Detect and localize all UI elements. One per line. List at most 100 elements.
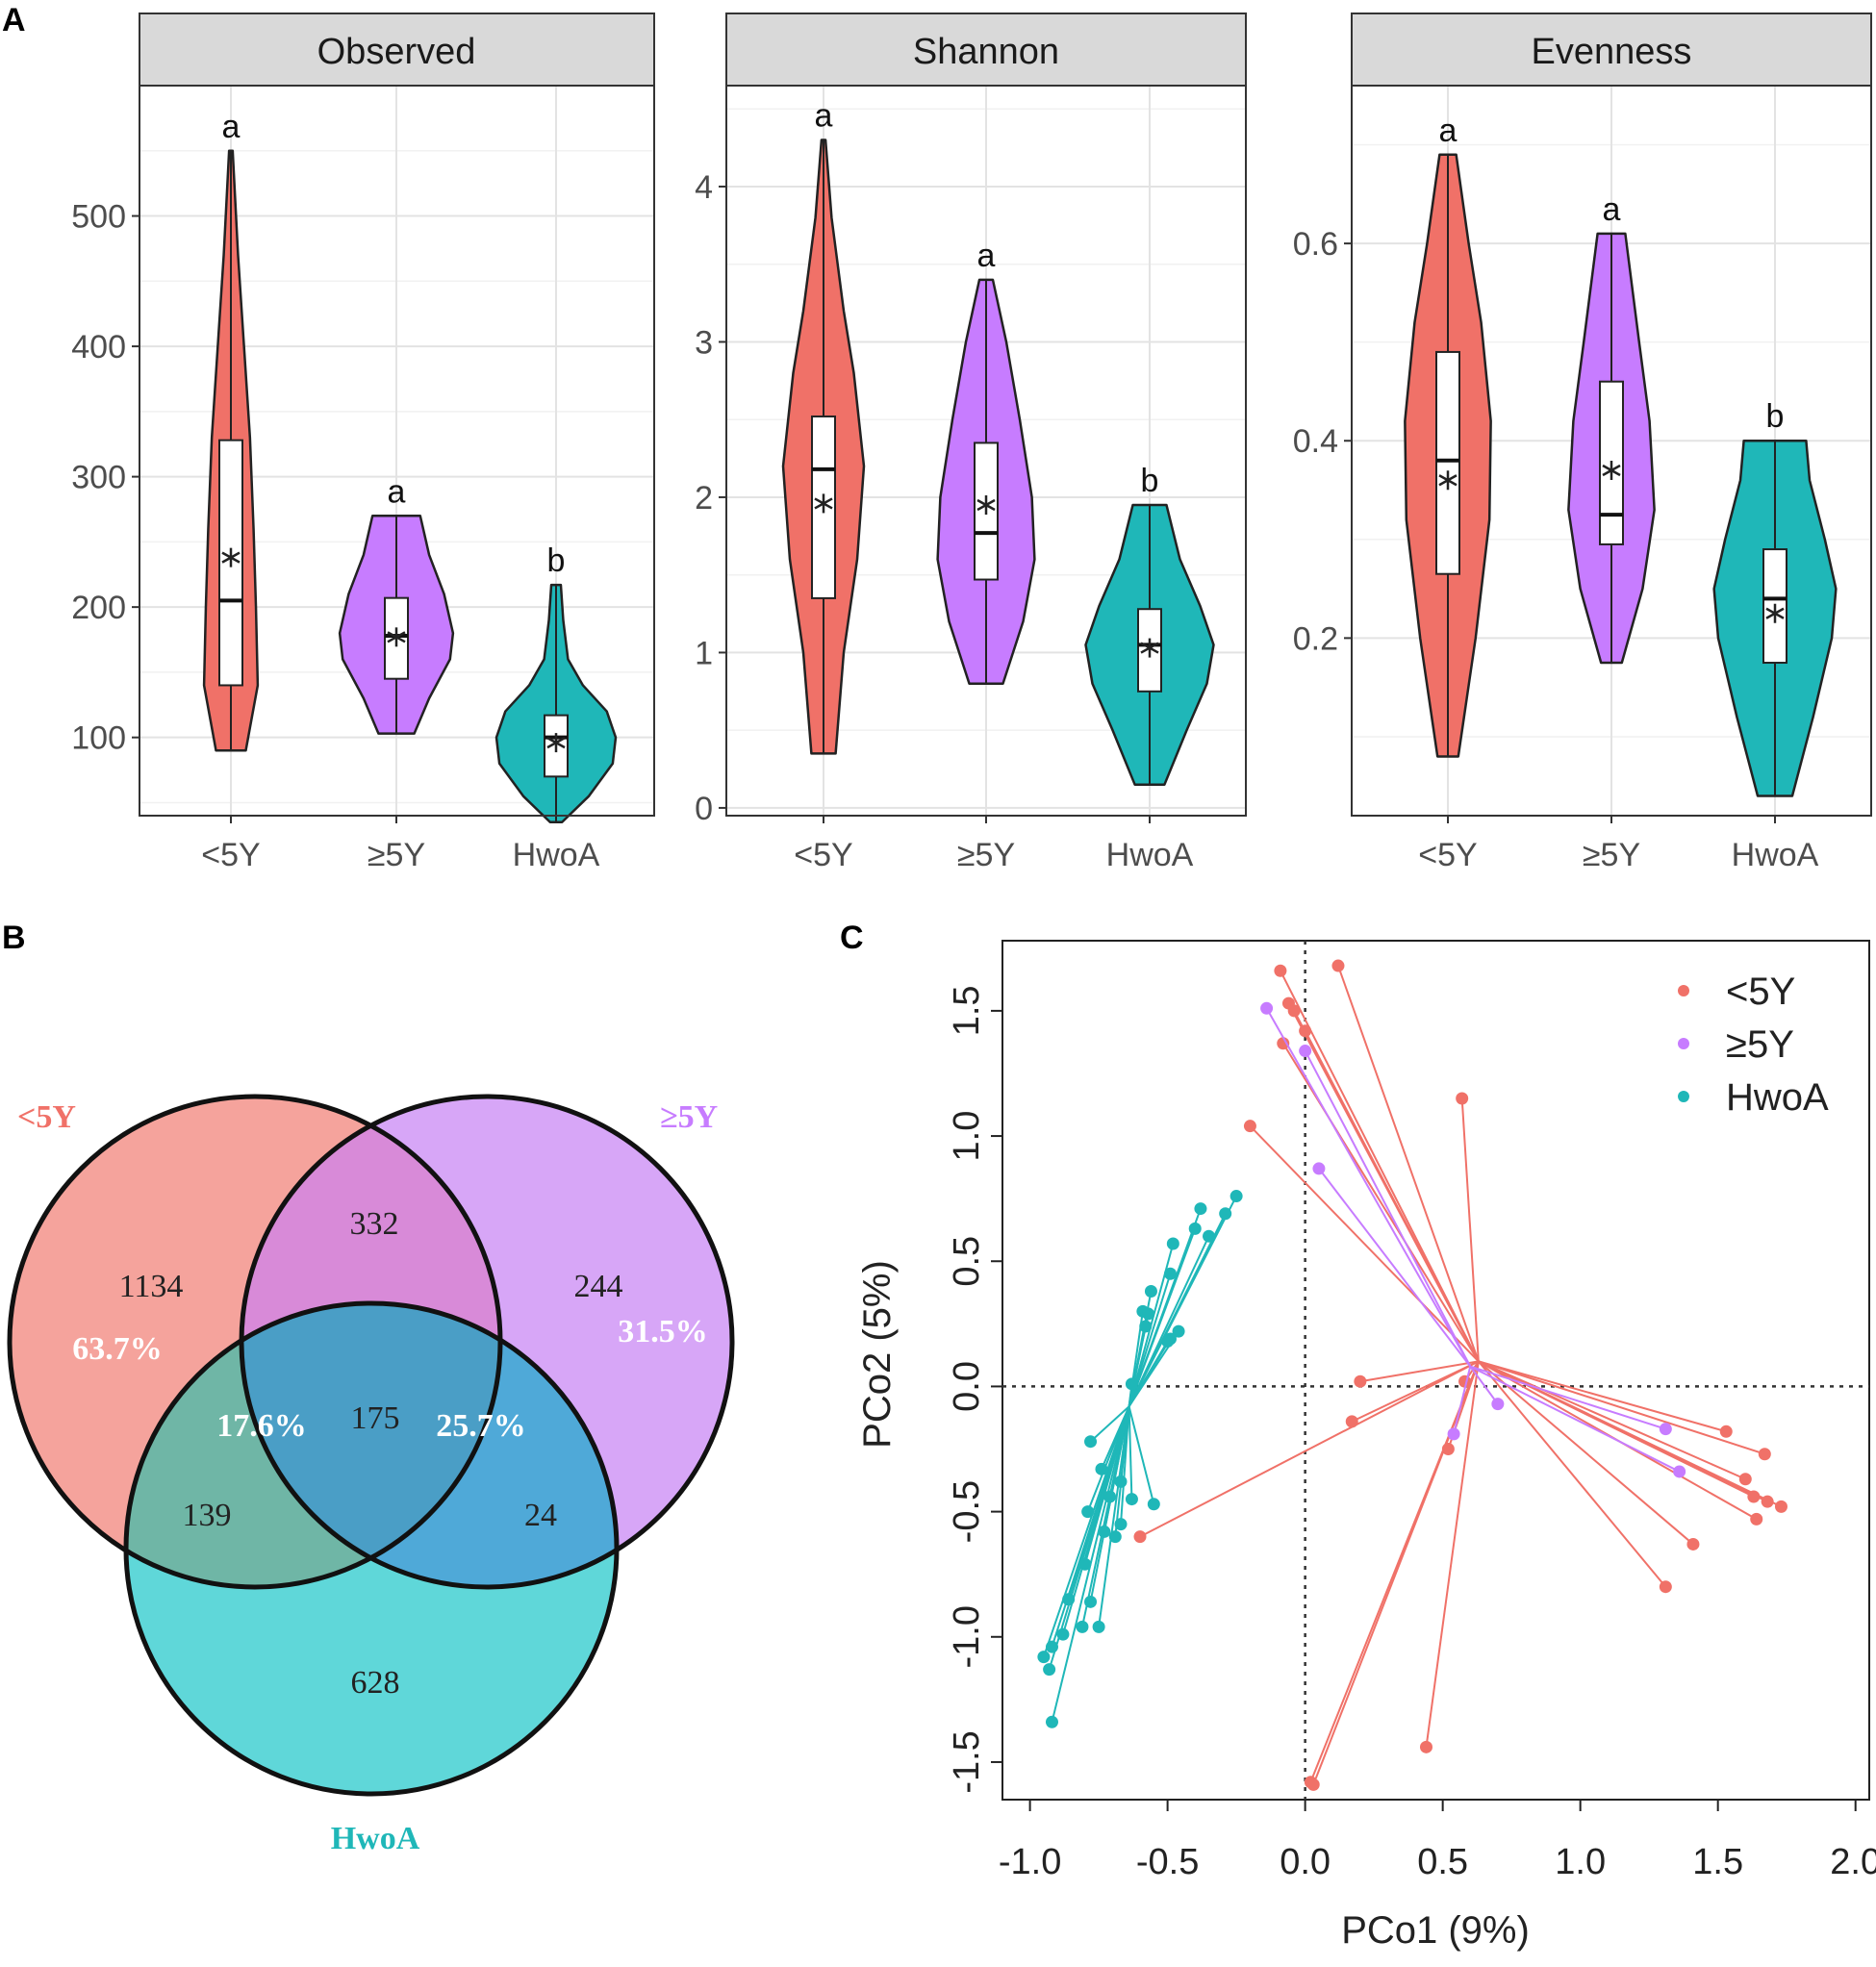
significance-letter: a bbox=[222, 109, 241, 145]
data-point bbox=[1037, 1651, 1051, 1664]
spider-segment bbox=[1469, 1366, 1499, 1405]
spider-segment bbox=[1304, 1030, 1480, 1362]
venn-count-ge5y-only: 244 bbox=[574, 1269, 623, 1304]
spider-segment bbox=[1128, 1228, 1197, 1407]
significance-letter: a bbox=[977, 238, 996, 274]
x-tick-label: HwoA bbox=[1732, 837, 1819, 873]
data-point bbox=[1188, 1222, 1202, 1235]
data-point bbox=[1045, 1715, 1058, 1728]
data-point bbox=[1774, 1500, 1787, 1513]
facet-title: Observed bbox=[317, 32, 476, 72]
legend-swatch-hwoa bbox=[1678, 1091, 1689, 1102]
data-point bbox=[1686, 1537, 1700, 1551]
spider-segment bbox=[1478, 1360, 1765, 1455]
data-point bbox=[1062, 1593, 1076, 1606]
venn-count-lt5y-hwoa: 139 bbox=[183, 1498, 232, 1533]
venn-pct-left-lens: 17.6% bbox=[216, 1408, 307, 1444]
plot-frame bbox=[725, 85, 1247, 817]
venn-count-hwoa-only: 628 bbox=[351, 1665, 400, 1701]
data-point bbox=[1306, 1778, 1320, 1791]
mean-marker bbox=[1602, 461, 1621, 481]
venn-pct-lt5y: 63.7% bbox=[72, 1331, 163, 1367]
y-tick-label: 0 bbox=[695, 791, 713, 827]
spider-segment bbox=[1128, 1406, 1155, 1505]
x-tick-label: 2.0 bbox=[1830, 1842, 1876, 1882]
spider-segment bbox=[1042, 1405, 1130, 1657]
data-point bbox=[1103, 1490, 1117, 1503]
spider-segment bbox=[1337, 965, 1480, 1362]
mean-marker bbox=[814, 493, 833, 514]
data-point bbox=[1144, 1284, 1157, 1298]
y-tick-label: 0.5 bbox=[947, 1236, 987, 1287]
legend-label-lt5y: <5Y bbox=[1726, 971, 1795, 1013]
y-tick-label: 300 bbox=[71, 460, 126, 496]
venn-count-all: 175 bbox=[351, 1400, 400, 1436]
spider-segment bbox=[1098, 1406, 1130, 1627]
data-point bbox=[1441, 1443, 1455, 1456]
significance-letter: a bbox=[815, 98, 833, 135]
spider-segment bbox=[1265, 1007, 1472, 1368]
spider-segment bbox=[1249, 1124, 1480, 1363]
data-point bbox=[1098, 1525, 1111, 1538]
data-point bbox=[1312, 1162, 1326, 1175]
pcoa-legend: <5Y ≥5Y HwoA bbox=[1678, 971, 1829, 1119]
facet-shannon: Shannon 0 1 2 3 4 <5Y ≥5Y HwoA a a b bbox=[695, 13, 1247, 873]
venn-circle-hwoa bbox=[123, 1300, 620, 1797]
data-point bbox=[1203, 1229, 1216, 1243]
mean-marker bbox=[1140, 638, 1159, 658]
significance-letter: b bbox=[1141, 463, 1159, 499]
y-tick-label: -1.0 bbox=[947, 1605, 987, 1668]
mean-marker bbox=[221, 547, 241, 567]
data-point bbox=[1125, 1377, 1138, 1391]
x-tick-label: 1.5 bbox=[1692, 1842, 1743, 1882]
venn-count-lt5y-only: 1134 bbox=[119, 1269, 184, 1304]
data-point bbox=[1133, 1530, 1147, 1544]
y-tick-label: 1 bbox=[695, 635, 713, 671]
y-tick-label: 100 bbox=[71, 720, 126, 757]
data-point bbox=[1277, 1037, 1290, 1050]
venn-set-label-ge5y: ≥5Y bbox=[660, 1099, 718, 1135]
data-point bbox=[1761, 1495, 1774, 1508]
data-point bbox=[1274, 964, 1287, 977]
spider-segment bbox=[1128, 1235, 1210, 1407]
y-tick-label: 200 bbox=[71, 590, 126, 626]
spider-segment bbox=[1318, 1168, 1472, 1368]
data-point bbox=[1043, 1663, 1056, 1677]
spider-segment bbox=[1048, 1405, 1130, 1670]
x-tick-label: 0.5 bbox=[1417, 1842, 1468, 1882]
series-2 bbox=[1037, 1190, 1243, 1728]
data-point bbox=[1243, 1120, 1256, 1133]
spider-segment bbox=[1478, 1360, 1667, 1588]
data-point bbox=[1163, 1267, 1177, 1280]
data-point bbox=[1673, 1465, 1686, 1478]
y-tick-label: 400 bbox=[71, 329, 126, 366]
data-point bbox=[1172, 1324, 1185, 1338]
y-tick-label: 3 bbox=[695, 324, 713, 361]
data-point bbox=[1081, 1505, 1095, 1519]
venn-pct-ge5y: 31.5% bbox=[618, 1314, 708, 1349]
significance-letter: a bbox=[1439, 113, 1458, 149]
data-point bbox=[1456, 1092, 1469, 1105]
data-point bbox=[1354, 1374, 1367, 1388]
y-tick-label: 0.6 bbox=[1293, 226, 1338, 263]
data-point bbox=[1287, 1004, 1301, 1018]
mean-marker bbox=[387, 627, 406, 647]
spider-segment bbox=[1478, 1360, 1727, 1433]
x-tick-label: -0.5 bbox=[1136, 1842, 1199, 1882]
data-point bbox=[1260, 1001, 1274, 1015]
data-point bbox=[1491, 1398, 1505, 1411]
pcoa-plot: -1.0 -0.5 0.0 0.5 1.0 1.5 2.0 -1.5 -1.0 -0.5 0.0 0.… bbox=[856, 940, 1876, 1952]
facet-title: Shannon bbox=[913, 32, 1059, 72]
legend-label-hwoa: HwoA bbox=[1726, 1076, 1829, 1119]
spider-segment bbox=[1359, 1360, 1480, 1383]
spider-segment bbox=[1460, 1097, 1480, 1362]
data-point bbox=[1084, 1595, 1098, 1608]
data-point bbox=[1114, 1518, 1128, 1531]
facet-strip bbox=[139, 13, 655, 87]
panel-label-c: C bbox=[840, 920, 864, 956]
data-point bbox=[1092, 1620, 1105, 1633]
box bbox=[974, 441, 999, 581]
venn-set-label-lt5y: <5Y bbox=[17, 1099, 76, 1135]
x-tick-label: 1.0 bbox=[1555, 1842, 1606, 1882]
